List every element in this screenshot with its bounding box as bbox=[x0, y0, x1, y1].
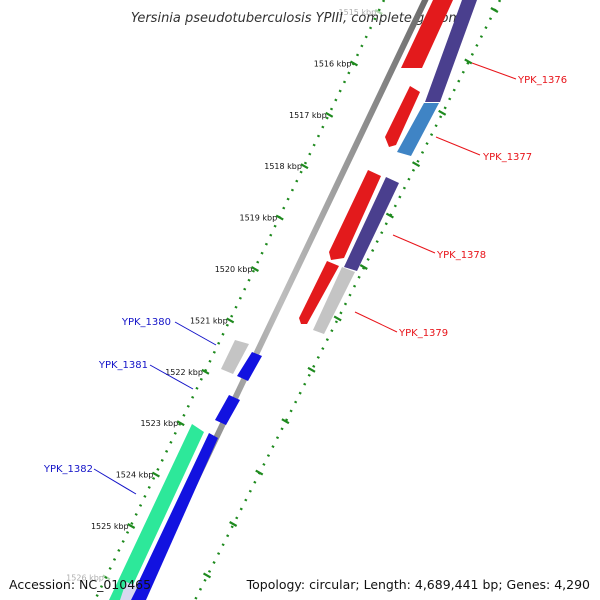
ruler-major-tick bbox=[176, 420, 185, 427]
inner-ruler-ticks bbox=[202, 7, 499, 579]
topology-text: Topology: circular; Length: 4,689,441 bp… bbox=[246, 577, 590, 592]
inner-ruler-tick bbox=[359, 264, 368, 270]
ruler-major-tick bbox=[300, 163, 309, 170]
gene-label-ypk-1377[interactable]: YPK_1377 bbox=[482, 152, 532, 163]
accession-text: Accession: NC_010465 bbox=[9, 577, 152, 592]
ruler-major-tick bbox=[151, 471, 160, 478]
ruler-tick-label: 1516 kbp bbox=[314, 59, 352, 68]
inner-ruler-tick bbox=[229, 521, 238, 527]
steel-blue-gene-segment[interactable] bbox=[397, 103, 439, 156]
ruler-tick-label: 1519 kbp bbox=[239, 214, 277, 223]
ruler-major-tick bbox=[201, 368, 210, 375]
ruler-tick-label: 1525 kbp bbox=[91, 522, 129, 531]
ruler-major-ticks bbox=[102, 9, 383, 581]
gene-labels: YPK_1376 YPK_1377 YPK_1378 YPK_1379 YPK_… bbox=[43, 75, 567, 475]
forward-strand-track bbox=[299, 0, 477, 334]
red-gene-arrow[interactable] bbox=[299, 261, 339, 324]
inner-ruler-tick bbox=[464, 58, 473, 65]
ruler-tick-labels: 1515 kbp 1516 kbp 1517 kbp 1518 kbp 1519 kbp… bbox=[66, 8, 376, 582]
inner-ruler-tick bbox=[307, 366, 316, 373]
outer-ruler-line bbox=[93, 0, 386, 600]
ruler-tick-label: 1520 kbp bbox=[215, 265, 253, 274]
gene-callout-lines bbox=[93, 62, 517, 495]
silver-gene-segment[interactable] bbox=[221, 340, 249, 374]
faded-gene-segment[interactable] bbox=[120, 582, 138, 600]
ruler-tick-label: 1523 kbp bbox=[140, 419, 178, 428]
inner-ruler-tick bbox=[281, 418, 290, 425]
inner-ruler-tick bbox=[385, 212, 394, 219]
ruler-major-tick bbox=[250, 266, 259, 272]
red-gene-segment[interactable] bbox=[401, 0, 453, 68]
purple-gene-segment[interactable] bbox=[425, 0, 477, 102]
silver-gene-segment[interactable] bbox=[313, 267, 355, 334]
inner-ruler-line bbox=[193, 0, 502, 600]
ruler-major-tick bbox=[226, 317, 235, 324]
blue-gene-segment[interactable] bbox=[130, 433, 218, 600]
ruler-major-tick bbox=[127, 523, 136, 529]
ruler-tick-label: 1526 kbp bbox=[66, 573, 104, 582]
inner-ruler-tick bbox=[490, 7, 499, 13]
ruler-tick-label: 1522 kbp bbox=[165, 368, 203, 377]
ruler-tick-label: 1524 kbp bbox=[116, 471, 154, 480]
red-gene-arrow[interactable] bbox=[329, 170, 381, 260]
green-gene-arrow[interactable] bbox=[109, 424, 204, 600]
inner-ruler-tick bbox=[333, 315, 342, 322]
gene-label-ypk-1378[interactable]: YPK_1378 bbox=[436, 250, 486, 261]
blue-gene-arrow[interactable] bbox=[237, 352, 262, 381]
gene-label-ypk-1381[interactable]: YPK_1381 bbox=[98, 360, 148, 371]
gene-label-ypk-1382[interactable]: YPK_1382 bbox=[43, 464, 93, 475]
ruler-tick-label: 1517 kbp bbox=[289, 111, 327, 120]
red-gene-arrow[interactable] bbox=[385, 86, 420, 147]
gene-label-ypk-1379[interactable]: YPK_1379 bbox=[398, 328, 448, 339]
ruler-tick-label: 1518 kbp bbox=[264, 162, 302, 171]
inner-ruler-tick bbox=[411, 161, 421, 168]
map-title: Yersinia pseudotuberculosis YPIII, compl… bbox=[131, 11, 469, 26]
ruler-major-tick bbox=[374, 9, 383, 15]
inner-ruler-tick bbox=[202, 572, 212, 579]
ruler-major-tick bbox=[325, 111, 334, 118]
ruler-tick-label: 1515 kbp bbox=[339, 8, 377, 17]
inner-ruler-tick bbox=[438, 109, 447, 116]
ruler-tick-label: 1521 kbp bbox=[190, 316, 228, 325]
ruler-major-tick bbox=[102, 574, 111, 581]
ruler-major-tick bbox=[275, 214, 284, 221]
blue-gene-arrow[interactable] bbox=[215, 395, 240, 425]
ruler-major-tick bbox=[349, 60, 359, 67]
inner-ruler-tick bbox=[255, 469, 264, 476]
gene-label-ypk-1380[interactable]: YPK_1380 bbox=[121, 317, 171, 328]
purple-gene-segment[interactable] bbox=[344, 177, 399, 271]
gene-label-ypk-1376[interactable]: YPK_1376 bbox=[517, 75, 567, 86]
reverse-strand-track bbox=[109, 340, 262, 600]
